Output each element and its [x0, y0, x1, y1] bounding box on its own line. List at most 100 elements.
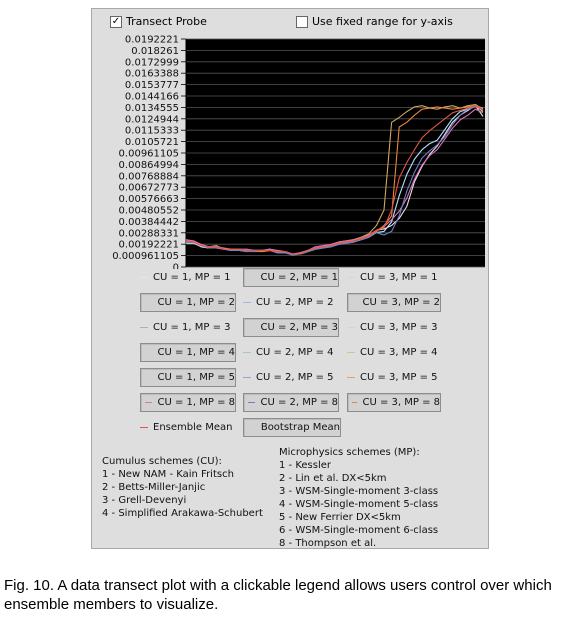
legend-swatch — [243, 352, 251, 353]
y-tick-label: 0.0134555 — [125, 103, 179, 114]
fixed-range-box[interactable] — [296, 15, 308, 28]
legend-swatch — [347, 327, 355, 328]
legend-toggle-label: CU = 3, MP = 2 — [362, 297, 440, 308]
legend-toggle-label: CU = 2, MP = 2 — [256, 297, 334, 308]
microphysics-item: 1 - Kessler — [279, 460, 332, 471]
y-tick-label: 0.00384442 — [119, 217, 179, 228]
y-tick-label: 0.0192221 — [125, 35, 179, 46]
y-tick-label: 0.0105721 — [125, 137, 179, 148]
legend-toggle-label: CU = 1, MP = 4 — [157, 347, 235, 358]
fixed-range-checkbox[interactable]: Use fixed range for y-axis — [296, 15, 453, 28]
cumulus-item: 4 - Simplified Arakawa-Schubert — [102, 508, 263, 519]
y-tick-label: 0.0153777 — [125, 80, 179, 91]
legend-swatch — [145, 402, 153, 403]
legend-toggle-button[interactable]: Ensemble Mean — [140, 418, 236, 437]
y-tick-label: 0.0115333 — [125, 126, 179, 137]
legend-toggle-button[interactable]: CU = 3, MP = 8 — [347, 393, 441, 412]
legend-swatch — [347, 352, 355, 353]
y-tick-label: 0.00192221 — [119, 240, 179, 251]
transect-probe-box[interactable]: ✓ — [110, 15, 122, 28]
y-tick-label: 0.00576663 — [119, 194, 179, 205]
legend-toggle-button[interactable]: CU = 2, MP = 2 — [243, 293, 339, 312]
legend-toggle-button[interactable]: Bootstrap Mean — [243, 418, 341, 437]
microphysics-item: 2 - Lin et al. DX<5km — [279, 473, 387, 484]
legend-toggle-label: CU = 2, MP = 8 — [260, 397, 338, 408]
legend-toggle-label: CU = 3, MP = 1 — [360, 272, 438, 283]
legend-swatch — [352, 402, 358, 403]
transect-panel: ✓ Transect Probe Use fixed range for y-a… — [91, 8, 489, 549]
legend-toggle-label: CU = 1, MP = 2 — [157, 297, 235, 308]
legend-toggle-button[interactable]: CU = 1, MP = 4 — [140, 343, 236, 362]
legend-toggle-button[interactable]: CU = 3, MP = 4 — [347, 343, 441, 362]
y-tick-label: 0.0163388 — [125, 69, 179, 80]
microphysics-title: Microphysics schemes (MP): — [279, 447, 420, 458]
cumulus-scheme-list: Cumulus schemes (CU): 1 - New NAM - Kain… — [102, 455, 263, 520]
legend-toggle-label: CU = 1, MP = 8 — [157, 397, 235, 408]
y-tick-label: 0.00768884 — [119, 171, 179, 182]
legend-toggle-button[interactable]: CU = 1, MP = 3 — [140, 318, 236, 337]
legend-toggle-label: CU = 1, MP = 1 — [153, 272, 231, 283]
legend-toggle-label: Bootstrap Mean — [260, 422, 340, 433]
microphysics-item: 8 - Thompson et al. — [279, 538, 377, 549]
legend-toggle-button[interactable]: CU = 1, MP = 1 — [140, 268, 236, 287]
y-tick-label: 0.00961105 — [119, 149, 179, 160]
legend-toggle-label: CU = 2, MP = 4 — [256, 347, 334, 358]
legend-toggle-button[interactable]: CU = 1, MP = 8 — [140, 393, 236, 412]
legend-toggle-button[interactable]: CU = 3, MP = 1 — [347, 268, 441, 287]
y-tick-label: 0.00864994 — [119, 160, 179, 171]
legend-toggle-label: CU = 2, MP = 1 — [260, 272, 338, 283]
legend-toggle-label: CU = 3, MP = 8 — [362, 397, 440, 408]
y-tick-label: 0.018261 — [131, 46, 179, 57]
cumulus-item: 1 - New NAM - Kain Fritsch — [102, 469, 234, 480]
y-tick-label: 0.00480552 — [119, 206, 179, 217]
legend-toggle-label: CU = 2, MP = 3 — [260, 322, 338, 333]
y-tick-label: 0.0144166 — [125, 91, 179, 102]
microphysics-item: 5 - New Ferrier DX<5km — [279, 512, 401, 523]
transect-line-chart[interactable]: 0.01922210.0182610.01729990.01633880.015… — [92, 33, 488, 269]
legend-toggle-button[interactable]: CU = 2, MP = 5 — [243, 368, 339, 387]
series-line — [186, 106, 484, 256]
y-tick-label: 0 — [173, 263, 179, 270]
legend-toggle-button[interactable]: CU = 2, MP = 1 — [243, 268, 339, 287]
legend-toggle-label: CU = 3, MP = 4 — [360, 347, 438, 358]
legend-toggle-button[interactable]: CU = 1, MP = 2 — [140, 293, 236, 312]
transect-probe-checkbox[interactable]: ✓ Transect Probe — [110, 15, 207, 28]
y-tick-label: 0.00288331 — [119, 228, 179, 239]
legend-toggle-label: CU = 3, MP = 3 — [360, 322, 438, 333]
legend-toggle-button[interactable]: CU = 2, MP = 8 — [243, 393, 339, 412]
legend-toggle-button[interactable]: CU = 3, MP = 2 — [347, 293, 441, 312]
y-tick-label: 0.0172999 — [125, 57, 179, 68]
cumulus-item: 2 - Betts-Miller-Janjic — [102, 482, 206, 493]
microphysics-scheme-list: Microphysics schemes (MP): 1 - Kessler 2… — [279, 446, 438, 550]
microphysics-item: 4 - WSM-Single-moment 5-class — [279, 499, 439, 510]
legend-toggle-button[interactable]: CU = 3, MP = 5 — [347, 368, 441, 387]
figure-caption: Fig. 10. A data transect plot with a cli… — [4, 577, 552, 613]
y-tick-label: 0.0124944 — [125, 114, 179, 125]
legend-toggle-label: Ensemble Mean — [153, 422, 233, 433]
legend-swatch — [347, 277, 355, 278]
legend-swatch — [243, 377, 251, 378]
series-line — [185, 105, 484, 255]
legend-toggle-button[interactable]: CU = 3, MP = 3 — [347, 318, 441, 337]
legend-toggle-label: CU = 1, MP = 3 — [153, 322, 231, 333]
legend-toggle-button[interactable]: CU = 2, MP = 4 — [243, 343, 339, 362]
legend-swatch — [347, 377, 355, 378]
microphysics-item: 3 - WSM-Single-moment 3-class — [279, 486, 439, 497]
legend-toggle-label: CU = 3, MP = 5 — [360, 372, 438, 383]
microphysics-item: 6 - WSM-Single-moment 6-class — [279, 525, 439, 536]
y-tick-label: 0.000961105 — [112, 251, 179, 262]
legend-swatch — [243, 302, 251, 303]
legend-swatch — [140, 277, 148, 278]
legend-toggle-label: CU = 1, MP = 5 — [157, 372, 235, 383]
legend-toggle-button[interactable]: CU = 2, MP = 3 — [243, 318, 339, 337]
cumulus-title: Cumulus schemes (CU): — [102, 456, 222, 467]
transect-probe-label: Transect Probe — [126, 15, 207, 28]
legend-toggle-button[interactable]: CU = 1, MP = 5 — [140, 368, 236, 387]
legend-swatch — [248, 402, 256, 403]
cumulus-item: 3 - Grell-Devenyi — [102, 495, 187, 506]
y-tick-label: 0.00672773 — [119, 183, 179, 194]
legend-toggle-label: CU = 2, MP = 5 — [256, 372, 334, 383]
legend-swatch — [140, 427, 148, 428]
legend-swatch — [140, 327, 148, 328]
fixed-range-label: Use fixed range for y-axis — [312, 15, 453, 28]
